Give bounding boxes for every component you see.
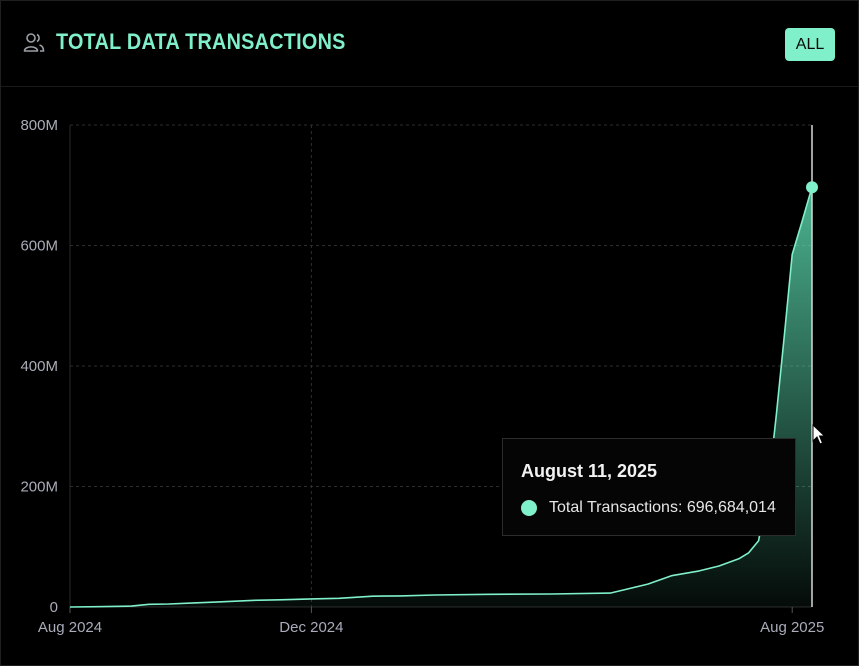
x-tick-label: Dec 2024: [279, 619, 343, 636]
mouse-pointer-icon: [812, 424, 826, 445]
range-all-button[interactable]: ALL: [785, 28, 835, 61]
series-legend-dot: [521, 500, 537, 516]
series-area: [70, 187, 812, 607]
y-tick-label: 400M: [20, 358, 58, 375]
y-axis: 0 200M 400M 600M 800M: [20, 117, 58, 616]
tooltip: August 11, 2025 Total Transactions: 696,…: [502, 438, 796, 536]
x-axis: Aug 2024 Dec 2024 Aug 2025: [38, 619, 824, 636]
panel-header: TOTAL DATA TRANSACTIONS ALL: [1, 1, 858, 87]
tooltip-value: 696,684,014: [686, 499, 776, 516]
y-tick-label: 800M: [20, 117, 58, 134]
chart-title: TOTAL DATA TRANSACTIONS: [56, 29, 346, 54]
y-tick-label: 200M: [20, 479, 58, 496]
tooltip-label: Total Transactions:: [549, 499, 683, 516]
series-line: [69, 186, 813, 608]
y-tick-label: 0: [50, 599, 58, 616]
hover-marker: [806, 125, 818, 607]
x-tick-label: Aug 2025: [760, 619, 824, 636]
tooltip-row: Total Transactions: 696,684,014: [549, 499, 776, 517]
x-tick-label: Aug 2024: [38, 619, 102, 636]
series-total-transactions: [69, 186, 813, 608]
users-icon: [23, 33, 45, 52]
hover-point: [806, 181, 818, 194]
tooltip-date: August 11, 2025: [521, 461, 658, 481]
y-tick-label: 600M: [20, 238, 58, 255]
grid: [69, 124, 812, 613]
